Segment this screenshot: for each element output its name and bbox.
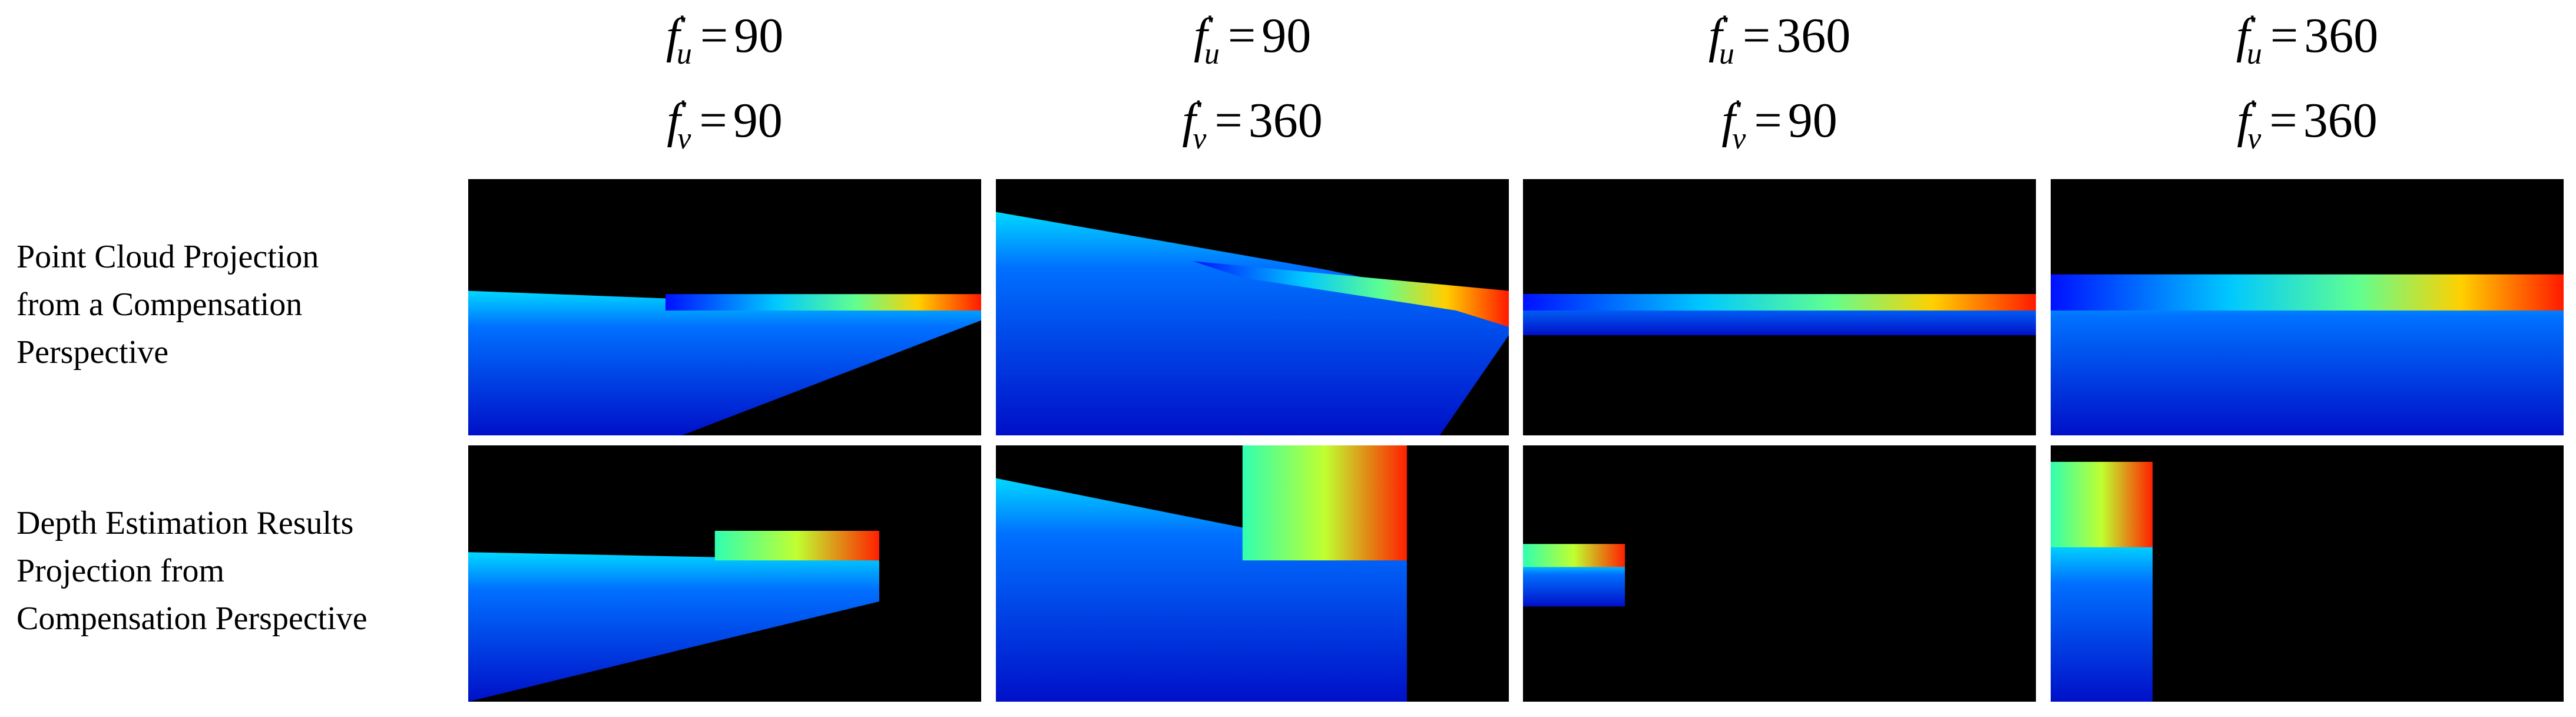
prime: ' [1196, 94, 1201, 125]
subscript: u [1204, 37, 1220, 71]
equals: = [699, 93, 727, 148]
panel-image [996, 179, 1509, 435]
panel-image [1523, 445, 2036, 702]
row-label: Depth Estimation Results [16, 505, 353, 541]
subscript: u [677, 37, 692, 71]
column-header: f' u = 90 [1194, 8, 1311, 71]
value: 90 [733, 93, 783, 148]
prime: ' [2250, 9, 2255, 41]
depth-region [1193, 261, 1509, 327]
subscript: u [1719, 37, 1734, 71]
equals: = [2269, 93, 2297, 148]
prime: ' [1736, 94, 1741, 125]
column-header: f' v = 360 [2237, 93, 2377, 156]
column-header: f' u = 360 [1708, 8, 1850, 71]
value: 360 [2304, 8, 2378, 63]
panel-image [996, 445, 1509, 702]
depth-region [2051, 461, 2153, 547]
row-label: from a Compensation [16, 286, 302, 323]
prime: ' [1722, 9, 1727, 41]
row-label: Projection from [16, 553, 224, 589]
value: 360 [2303, 93, 2378, 148]
depth-region [996, 212, 1509, 435]
row-label: Point Cloud Projection [16, 239, 319, 275]
depth-region [996, 478, 1407, 702]
prime: ' [1207, 9, 1213, 41]
depth-region [468, 290, 981, 435]
equals: = [1228, 8, 1256, 63]
depth-region [714, 531, 879, 561]
column-header: f' v = 360 [1182, 93, 1322, 156]
equals: = [700, 8, 728, 63]
value: 90 [1788, 93, 1837, 148]
row-label: Compensation Perspective [16, 600, 367, 637]
value: 360 [1776, 8, 1850, 63]
prime: ' [681, 94, 686, 125]
value: 90 [734, 8, 783, 63]
equals: = [2270, 8, 2298, 63]
row-label: Perspective [16, 334, 168, 371]
subscript: u [2247, 37, 2262, 71]
subscript: v [677, 122, 691, 156]
panels [468, 179, 2564, 702]
prime: ' [2251, 94, 2256, 125]
panel-image [2051, 179, 2564, 435]
subscript: v [1732, 122, 1746, 156]
value: 360 [1249, 93, 1323, 148]
subscript: v [1193, 122, 1207, 156]
depth-region [1523, 294, 2036, 311]
equals: = [1214, 93, 1242, 148]
equals: = [1743, 8, 1770, 63]
column-header: f' u = 360 [2236, 8, 2378, 71]
panel-image [468, 179, 981, 435]
depth-region [665, 294, 981, 311]
column-header: f' v = 90 [1721, 93, 1837, 156]
depth-region [2051, 544, 2153, 702]
value: 90 [1261, 8, 1311, 63]
depth-region [1242, 445, 1407, 561]
depth-region [2051, 277, 2564, 435]
depth-region [1523, 544, 1625, 567]
prime: ' [680, 9, 685, 41]
column-header: f' v = 90 [667, 93, 782, 156]
subscript: v [2247, 122, 2262, 156]
depth-region [468, 552, 879, 702]
panel-image [468, 445, 981, 702]
depth-region [1523, 563, 1625, 607]
panel-image [1523, 179, 2036, 435]
column-header: f' u = 90 [666, 8, 783, 71]
panel-image [2051, 445, 2564, 702]
depth-region [2051, 274, 2564, 311]
equals: = [1754, 93, 1782, 148]
